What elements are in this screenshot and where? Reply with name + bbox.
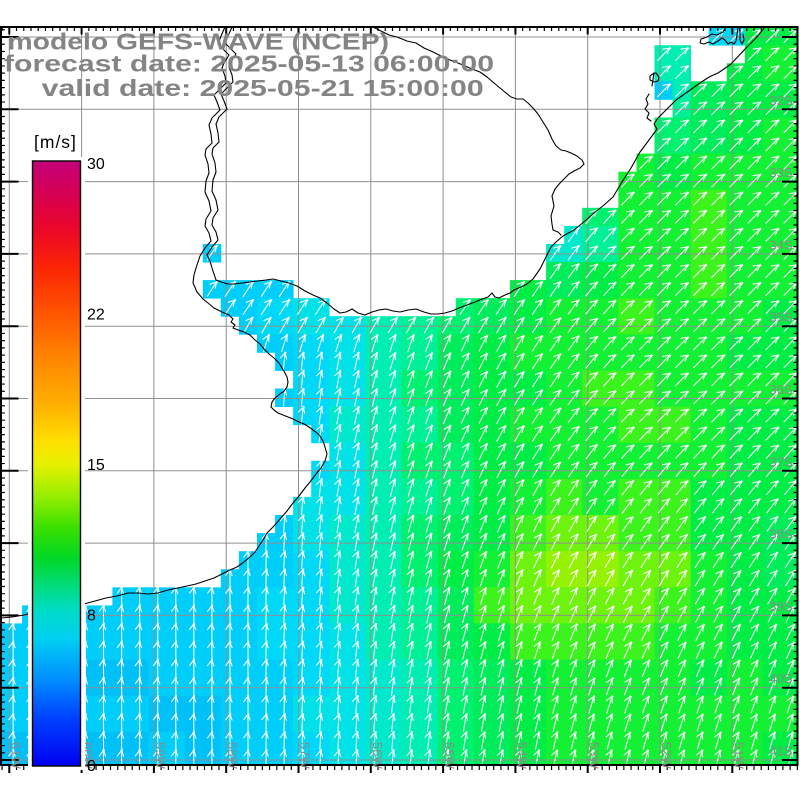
svg-text:[m/s]: [m/s] [34,132,77,152]
svg-text:59W: 59W [153,742,168,769]
svg-text:41S: 41S [769,744,792,759]
svg-text:22: 22 [87,307,105,324]
svg-text:58W: 58W [225,742,240,769]
svg-text:39S: 39S [769,599,792,614]
svg-text:52W: 52W [659,742,674,769]
svg-text:35S: 35S [769,310,792,325]
svg-text:0: 0 [87,758,96,775]
svg-text:valid date: 2025-05-21 15:00:0: valid date: 2025-05-21 15:00:00 [42,75,484,101]
svg-text:40S: 40S [769,671,792,686]
svg-text:56W: 56W [370,742,385,769]
svg-text:54W: 54W [514,742,529,769]
svg-text:61W: 61W [8,742,23,769]
svg-text:55W: 55W [442,742,457,769]
svg-text:51W: 51W [731,742,746,769]
svg-text:32S: 32S [769,93,792,108]
svg-text:37S: 37S [769,454,792,469]
svg-text:33S: 33S [769,165,792,180]
svg-text:38S: 38S [769,527,792,542]
svg-text:30: 30 [87,156,105,173]
svg-text:8: 8 [87,608,96,625]
svg-text:53W: 53W [587,742,602,769]
svg-text:modelo GEFS-WAVE (NCEP): modelo GEFS-WAVE (NCEP) [8,28,390,54]
svg-text:36S: 36S [769,382,792,397]
svg-text:57W: 57W [298,742,313,769]
svg-text:forecast date: 2025-05-13 06:0: forecast date: 2025-05-13 06:00:00 [4,51,494,77]
svg-text:34S: 34S [769,237,792,252]
svg-text:15: 15 [87,457,105,474]
